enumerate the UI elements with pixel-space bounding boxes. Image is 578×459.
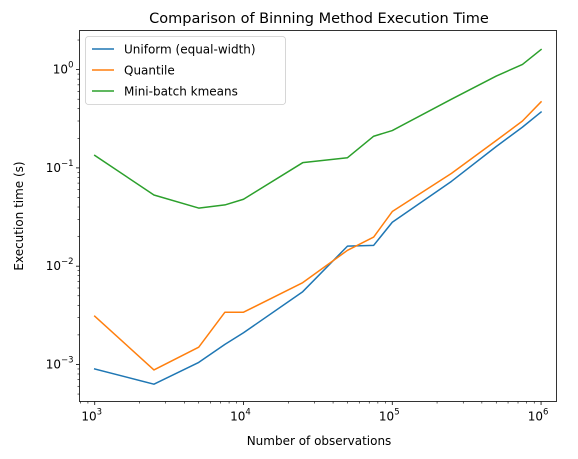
chart-title: Comparison of Binning Method Execution T… [149, 11, 489, 27]
legend-box [85, 36, 286, 105]
y-axis: 10−3 10−2 10−1 100 [46, 39, 80, 395]
x-tick-label: 106 [528, 408, 549, 424]
legend-label: Mini-batch kmeans [124, 85, 238, 99]
legend: Uniform (equal-width) Quantile Mini-batch … [85, 36, 286, 105]
x-axis: 103 104 105 106 [80, 401, 549, 424]
x-tick-label: 105 [379, 408, 400, 424]
y-axis-label: Execution time (s) [12, 161, 26, 270]
plot-frame [79, 30, 557, 402]
plot-area [93, 48, 543, 385]
series-line-3 [93, 48, 543, 209]
x-tick-label: 104 [230, 408, 251, 424]
legend-label: Uniform (equal-width) [124, 43, 256, 57]
legend-label: Quantile [124, 64, 175, 78]
series-line-1 [93, 110, 543, 385]
y-tick-label: 10−1 [46, 159, 74, 175]
y-tick-label: 10−2 [46, 257, 74, 273]
y-tick-label: 10−3 [46, 355, 74, 371]
x-tick-label: 103 [81, 408, 102, 424]
y-tick-label: 100 [53, 61, 74, 77]
series-line-2 [93, 100, 543, 371]
x-axis-label: Number of observations [247, 434, 392, 448]
